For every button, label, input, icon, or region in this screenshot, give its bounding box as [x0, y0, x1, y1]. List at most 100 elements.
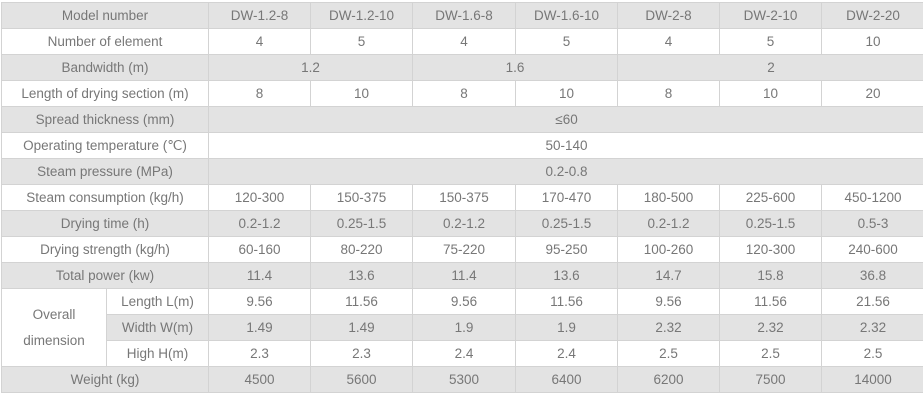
- cell: 0.25-1.5: [516, 211, 618, 237]
- cell: 21.56: [822, 289, 923, 315]
- cell: 2.3: [209, 341, 311, 367]
- cell: 0.2-1.2: [618, 211, 720, 237]
- row-label-spread-thickness: Spread thickness (mm): [2, 107, 209, 133]
- model-cell: DW-1.6-8: [413, 3, 516, 29]
- cell: 180-500: [618, 185, 720, 211]
- cell: 120-300: [209, 185, 311, 211]
- cell: 4: [618, 29, 720, 55]
- table-row-model: Model number DW-1.2-8 DW-1.2-10 DW-1.6-8…: [2, 3, 923, 29]
- row-label-weight: Weight (kg): [2, 367, 209, 393]
- cell: 225-600: [720, 185, 822, 211]
- cell: 8: [618, 81, 720, 107]
- cell: 14000: [822, 367, 923, 393]
- table-row-steam-consumption: Steam consumption (kg/h) 120-300 150-375…: [2, 185, 923, 211]
- cell: ≤60: [209, 107, 923, 133]
- cell: 10: [822, 29, 923, 55]
- cell: 150-375: [413, 185, 516, 211]
- cell: 95-250: [516, 237, 618, 263]
- table-row-dim-high: High H(m) 2.3 2.3 2.4 2.4 2.5 2.5 2.5: [2, 341, 923, 367]
- cell: 5600: [311, 367, 413, 393]
- cell: 14.7: [618, 263, 720, 289]
- cell: 4: [413, 29, 516, 55]
- table-row-weight: Weight (kg) 4500 5600 5300 6400 6200 750…: [2, 367, 923, 393]
- model-cell: DW-2-8: [618, 3, 720, 29]
- cell: 10: [720, 81, 822, 107]
- row-sublabel-dim-length: Length L(m): [107, 289, 209, 315]
- model-cell: DW-1.2-10: [311, 3, 413, 29]
- cell: 0.2-1.2: [209, 211, 311, 237]
- cell: 11.56: [516, 289, 618, 315]
- table-row-elements: Number of element 4 5 4 5 4 5 10: [2, 29, 923, 55]
- cell: 0.2-1.2: [413, 211, 516, 237]
- row-label-bandwidth: Bandwidth (m): [2, 55, 209, 81]
- cell: 2.5: [618, 341, 720, 367]
- cell: 2.5: [822, 341, 923, 367]
- model-cell: DW-2-20: [822, 3, 923, 29]
- cell: 13.6: [516, 263, 618, 289]
- spec-table: Model number DW-1.2-8 DW-1.2-10 DW-1.6-8…: [1, 2, 923, 393]
- cell: 240-600: [822, 237, 923, 263]
- table-row-operating-temperature: Operating temperature (℃) 50-140: [2, 133, 923, 159]
- cell: 0.25-1.5: [311, 211, 413, 237]
- cell: 2.32: [618, 315, 720, 341]
- model-cell: DW-1.6-10: [516, 3, 618, 29]
- table-row-total-power: Total power (kw) 11.4 13.6 11.4 13.6 14.…: [2, 263, 923, 289]
- cell: 2: [618, 55, 923, 81]
- row-sublabel-dim-width: Width W(m): [107, 315, 209, 341]
- cell: 75-220: [413, 237, 516, 263]
- table-row-steam-pressure: Steam pressure (MPa) 0.2-0.8: [2, 159, 923, 185]
- row-label-steam-pressure: Steam pressure (MPa): [2, 159, 209, 185]
- row-sublabel-dim-high: High H(m): [107, 341, 209, 367]
- row-label-total-power: Total power (kw): [2, 263, 209, 289]
- cell: 8: [413, 81, 516, 107]
- row-label-model: Model number: [2, 3, 209, 29]
- cell: 11.56: [311, 289, 413, 315]
- cell: 11.56: [720, 289, 822, 315]
- cell: 2.32: [822, 315, 923, 341]
- row-label-elements: Number of element: [2, 29, 209, 55]
- cell: 5300: [413, 367, 516, 393]
- cell: 4: [209, 29, 311, 55]
- cell: 36.8: [822, 263, 923, 289]
- cell: 1.49: [311, 315, 413, 341]
- row-label-steam-consumption: Steam consumption (kg/h): [2, 185, 209, 211]
- row-label-drying-strength: Drying strength (kg/h): [2, 237, 209, 263]
- cell: 5: [311, 29, 413, 55]
- cell: 6200: [618, 367, 720, 393]
- row-label-drying-time: Drying time (h): [2, 211, 209, 237]
- row-label-drying-length: Length of drying section (m): [2, 81, 209, 107]
- cell: 9.56: [618, 289, 720, 315]
- table-row-bandwidth: Bandwidth (m) 1.2 1.6 2: [2, 55, 923, 81]
- cell: 4500: [209, 367, 311, 393]
- cell: 2.4: [413, 341, 516, 367]
- cell: 6400: [516, 367, 618, 393]
- row-label-operating-temperature: Operating temperature (℃): [2, 133, 209, 159]
- model-cell: DW-2-10: [720, 3, 822, 29]
- cell: 5: [720, 29, 822, 55]
- cell: 60-160: [209, 237, 311, 263]
- cell: 11.4: [209, 263, 311, 289]
- cell: 10: [516, 81, 618, 107]
- cell: 11.4: [413, 263, 516, 289]
- cell: 2.32: [720, 315, 822, 341]
- row-label-overall-dimension: Overall dimension: [2, 289, 107, 367]
- cell: 2.4: [516, 341, 618, 367]
- cell: 100-260: [618, 237, 720, 263]
- cell: 450-1200: [822, 185, 923, 211]
- cell: 50-140: [209, 133, 923, 159]
- cell: 120-300: [720, 237, 822, 263]
- cell: 20: [822, 81, 923, 107]
- cell: 5: [516, 29, 618, 55]
- cell: 8: [209, 81, 311, 107]
- cell: 2.5: [720, 341, 822, 367]
- cell: 150-375: [311, 185, 413, 211]
- cell: 170-470: [516, 185, 618, 211]
- table-row-drying-length: Length of drying section (m) 8 10 8 10 8…: [2, 81, 923, 107]
- cell: 1.9: [413, 315, 516, 341]
- table-row-dim-width: Width W(m) 1.49 1.49 1.9 1.9 2.32 2.32 2…: [2, 315, 923, 341]
- cell: 7500: [720, 367, 822, 393]
- cell: 0.25-1.5: [720, 211, 822, 237]
- cell: 1.9: [516, 315, 618, 341]
- cell: 1.2: [209, 55, 413, 81]
- table-row-drying-strength: Drying strength (kg/h) 60-160 80-220 75-…: [2, 237, 923, 263]
